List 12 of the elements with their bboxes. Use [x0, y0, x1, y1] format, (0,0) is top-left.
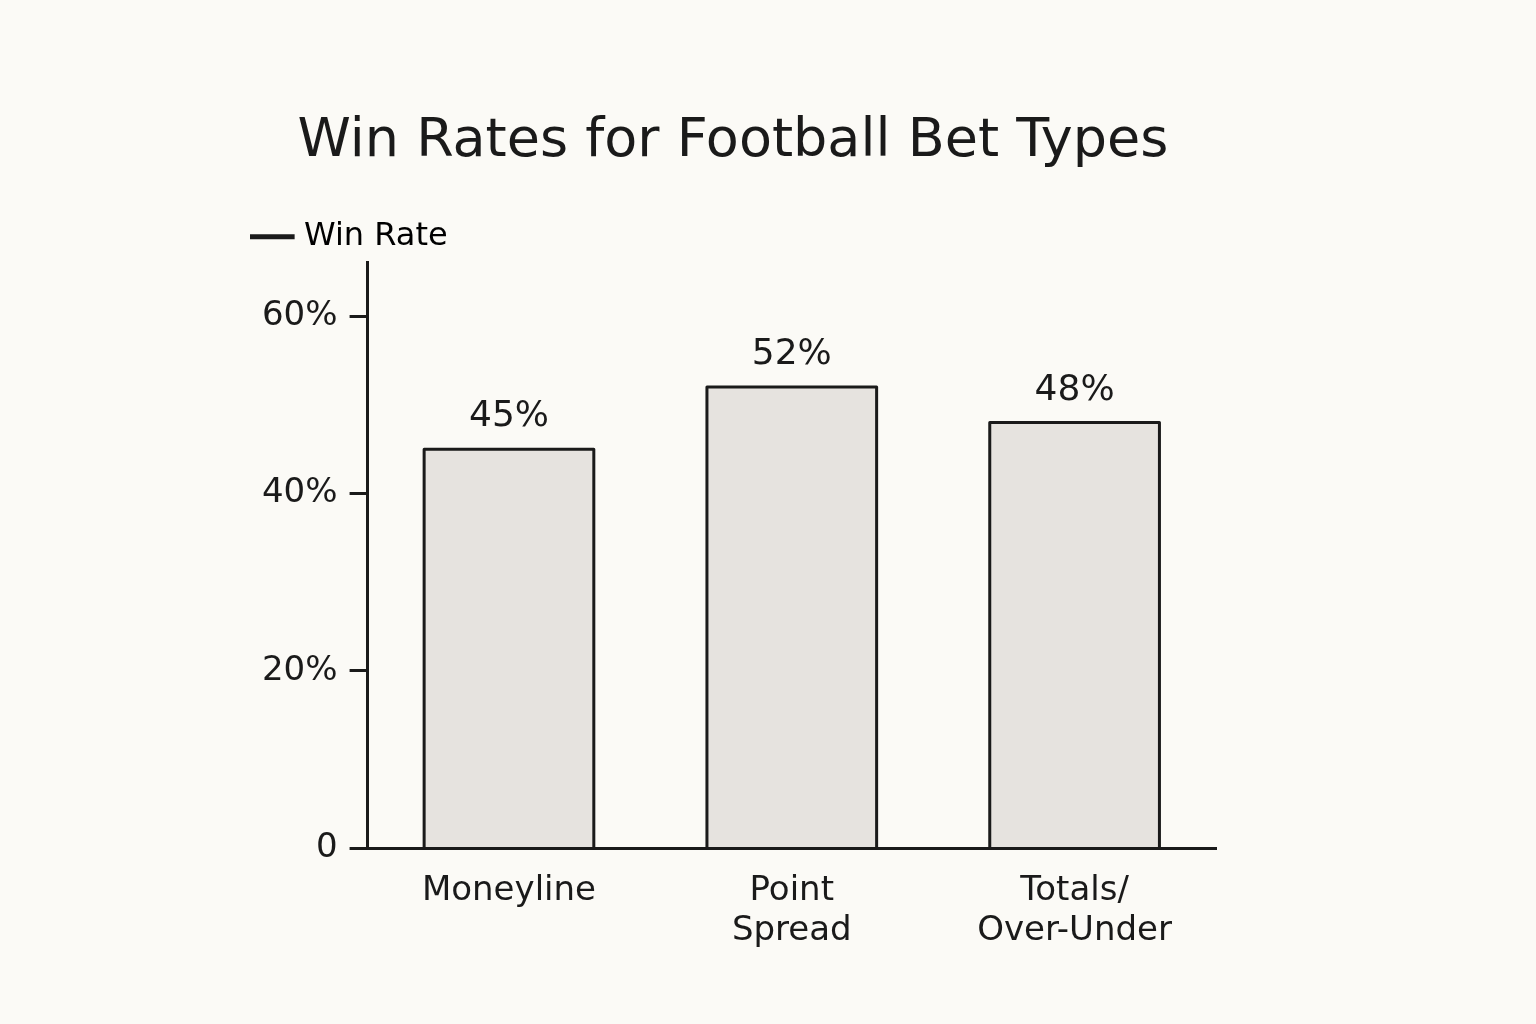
x-tick-label: Point Spread [731, 867, 852, 949]
x-tick-label: Totals/ Over-Under [977, 867, 1172, 949]
x-tick-label: Moneyline [421, 867, 597, 908]
data-label: 48% [1034, 366, 1115, 408]
chart-title: Win Rates for Football Bet Types [297, 106, 1169, 170]
text: Win Rate [304, 215, 448, 254]
y-tick-label: 0 [315, 825, 338, 866]
y-tick-label: 40% [261, 470, 338, 511]
data-label: 52% [751, 331, 832, 373]
y-tick-label: 20% [261, 647, 338, 688]
data-label: 45% [468, 393, 549, 435]
y-tick-label: 60% [261, 292, 338, 333]
